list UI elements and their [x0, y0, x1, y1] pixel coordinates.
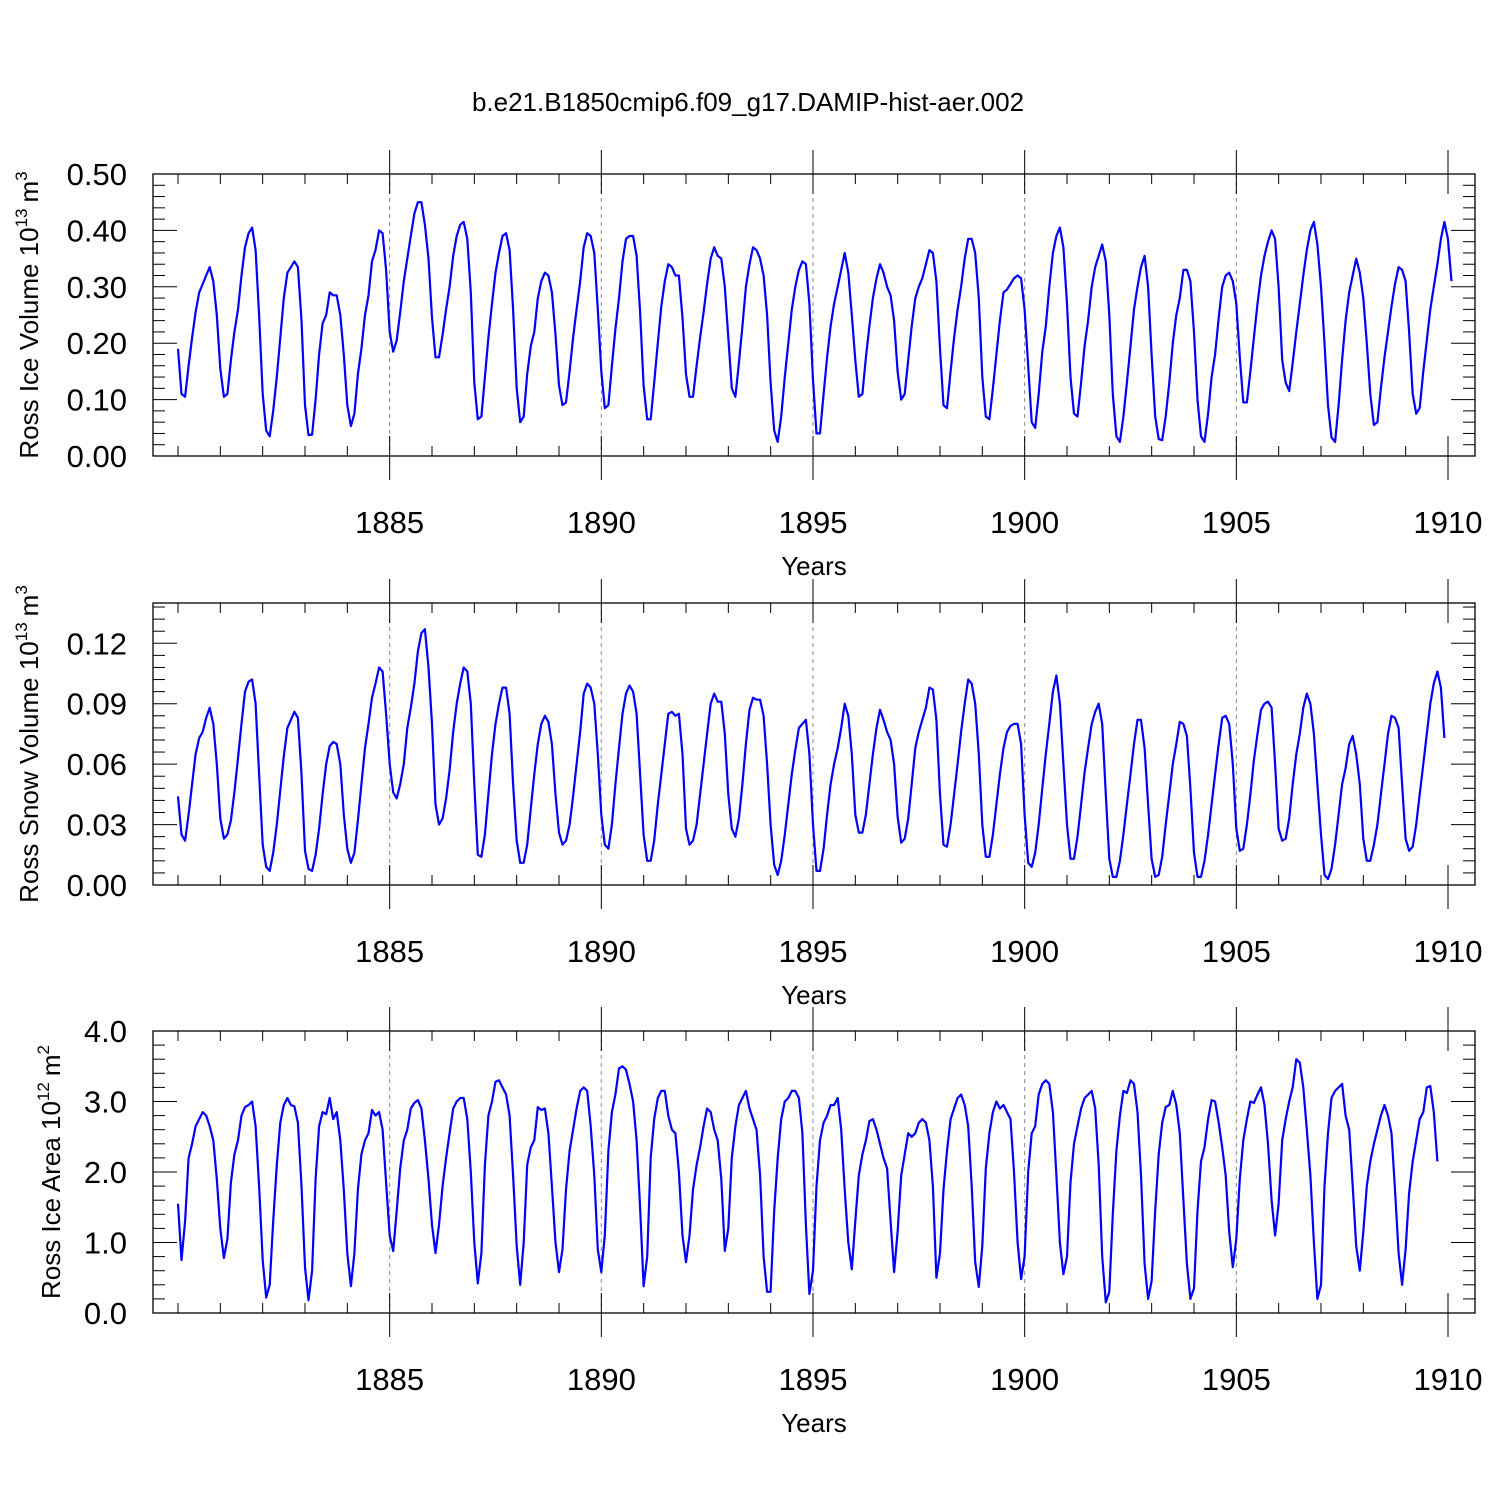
y-axis-label-exponent: 12 — [34, 1082, 53, 1101]
y-axis-label: Ross Ice Area 1012 m2 — [34, 1045, 66, 1299]
x-tick-label: 1900 — [990, 505, 1059, 540]
x-tick-label: 1890 — [567, 934, 636, 969]
y-axis-label-unit: m — [36, 1054, 66, 1076]
chart-panels: 0.00 0.10 0.20 0.30 0.40 0.50 1885 1890 1895 1900… — [12, 150, 1482, 1438]
y-tick-label: 0.09 — [67, 687, 127, 722]
y-tick-label: 0.0 — [84, 1296, 127, 1331]
y-tick-label: 0.50 — [67, 157, 127, 192]
x-tick-label: 1910 — [1414, 505, 1483, 540]
y-axis-label-main: Ross Ice Area 10 — [36, 1101, 66, 1299]
plot-frame — [152, 173, 1476, 457]
y-axis-label-unit: m — [14, 181, 44, 203]
y-axis-label-unit: m — [14, 595, 44, 617]
panel-ice-area: 0.0 1.0 2.0 3.0 4.0 1885 1890 1895 1900 1905 1910 Y… — [34, 1007, 1482, 1438]
chart-title: b.e21.B1850cmip6.f09_g17.DAMIP-hist-aer.… — [472, 87, 1024, 117]
y-tick-label: 0.12 — [67, 626, 127, 661]
y-axis-label-main: Ross Ice Volume 10 — [14, 227, 44, 458]
x-tick-label: 1910 — [1414, 1362, 1483, 1397]
y-axis-label-main: Ross Snow Volume 10 — [14, 641, 44, 903]
x-tick-label: 1885 — [355, 934, 424, 969]
y-tick-label: 0.00 — [67, 868, 127, 903]
panel-ice-volume: 0.00 0.10 0.20 0.30 0.40 0.50 1885 1890 1895 1900… — [12, 150, 1482, 581]
y-tick-label: 2.0 — [84, 1155, 127, 1190]
x-tick-label: 1895 — [779, 1362, 848, 1397]
panel-snow-volume: 0.00 0.03 0.06 0.09 0.12 1885 1890 1895 1900 1905… — [12, 579, 1482, 1010]
x-tick-label: 1895 — [779, 505, 848, 540]
y-tick-label: 0.40 — [67, 213, 127, 248]
y-axis-label-exponent: 13 — [12, 622, 31, 641]
x-tick-label: 1905 — [1202, 1362, 1271, 1397]
y-axis-label-unit-exponent: 3 — [12, 171, 31, 180]
y-tick-label: 1.0 — [84, 1226, 127, 1261]
x-tick-label: 1890 — [567, 1362, 636, 1397]
x-tick-label: 1885 — [355, 505, 424, 540]
x-tick-label: 1890 — [567, 505, 636, 540]
x-tick-label: 1900 — [990, 1362, 1059, 1397]
y-tick-label: 0.06 — [67, 747, 127, 782]
y-axis-label-unit-exponent: 2 — [34, 1045, 53, 1054]
y-axis-label-unit-exponent: 3 — [12, 585, 31, 594]
series-line-ice-volume — [176, 201, 1453, 443]
y-tick-label: 0.10 — [67, 383, 127, 418]
x-tick-label: 1905 — [1202, 934, 1271, 969]
x-tick-label: 1910 — [1414, 934, 1483, 969]
x-axis-label: Years — [781, 980, 847, 1010]
series-line-ice-area — [176, 1058, 1439, 1304]
x-axis-label: Years — [781, 1408, 847, 1438]
y-tick-label: 0.03 — [67, 808, 127, 843]
y-axis-label: Ross Ice Volume 1013 m3 — [12, 171, 44, 458]
y-axis-label-exponent: 13 — [12, 208, 31, 227]
y-tick-label: 0.30 — [67, 270, 127, 305]
x-tick-label: 1905 — [1202, 505, 1271, 540]
y-axis-label: Ross Snow Volume 1013 m3 — [12, 585, 44, 903]
plot-frame — [152, 602, 1476, 886]
x-tick-label: 1900 — [990, 934, 1059, 969]
y-tick-label: 4.0 — [84, 1014, 127, 1049]
y-tick-label: 0.00 — [67, 439, 127, 474]
x-tick-label: 1895 — [779, 934, 848, 969]
series-line-snow-volume — [176, 628, 1446, 881]
x-tick-label: 1885 — [355, 1362, 424, 1397]
y-tick-label: 3.0 — [84, 1085, 127, 1120]
x-axis-label: Years — [781, 551, 847, 581]
y-tick-label: 0.20 — [67, 326, 127, 361]
